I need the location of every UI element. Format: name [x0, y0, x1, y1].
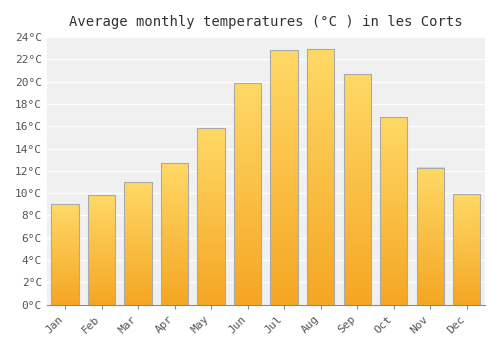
- Bar: [52, 204, 79, 304]
- Bar: [161, 163, 188, 304]
- Bar: [453, 194, 480, 304]
- Bar: [416, 168, 444, 304]
- Title: Average monthly temperatures (°C ) in les Corts: Average monthly temperatures (°C ) in le…: [69, 15, 462, 29]
- Bar: [380, 117, 407, 304]
- Bar: [198, 128, 225, 304]
- Bar: [124, 182, 152, 304]
- Bar: [270, 50, 298, 304]
- Bar: [88, 195, 116, 304]
- Bar: [234, 83, 262, 304]
- Bar: [307, 49, 334, 304]
- Bar: [344, 74, 371, 304]
